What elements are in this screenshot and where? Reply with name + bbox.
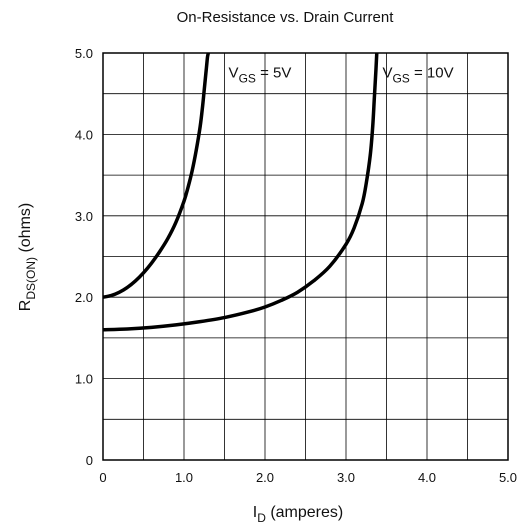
series-label-1: VGS = 10V bbox=[382, 64, 453, 85]
y-tick-label: 4.0 bbox=[75, 127, 93, 142]
y-tick-label: 3.0 bbox=[75, 209, 93, 224]
y-tick-label: 1.0 bbox=[75, 372, 93, 387]
y-tick-label: 2.0 bbox=[75, 290, 93, 305]
chart-ticks: 0 1.0 2.0 3.0 4.0 5.0 0 1.0 2.0 3.0 4.0 5.0 bbox=[75, 46, 517, 485]
series-line-0 bbox=[102, 52, 211, 299]
chart-title: On-Resistance vs. Drain Current bbox=[177, 9, 395, 26]
chart-grid bbox=[103, 53, 508, 460]
series-line-1 bbox=[102, 52, 379, 332]
chart-annotations: VGS = 5V VGS = 10V bbox=[229, 64, 454, 85]
x-tick-label: 4.0 bbox=[418, 470, 436, 485]
series-label-0: VGS = 5V bbox=[229, 64, 292, 85]
y-tick-label: 5.0 bbox=[75, 46, 93, 61]
x-tick-label: 5.0 bbox=[499, 470, 517, 485]
plot-frame bbox=[102, 52, 509, 461]
y-tick-label: 0 bbox=[86, 453, 93, 468]
x-tick-label: 0 bbox=[99, 470, 106, 485]
x-tick-label: 3.0 bbox=[337, 470, 355, 485]
y-axis-label: RDS(ON) (ohms) bbox=[17, 203, 38, 311]
x-axis-label: ID (amperes) bbox=[253, 504, 343, 525]
chart-series bbox=[102, 52, 379, 332]
x-tick-label: 1.0 bbox=[175, 470, 193, 485]
x-tick-label: 2.0 bbox=[256, 470, 274, 485]
